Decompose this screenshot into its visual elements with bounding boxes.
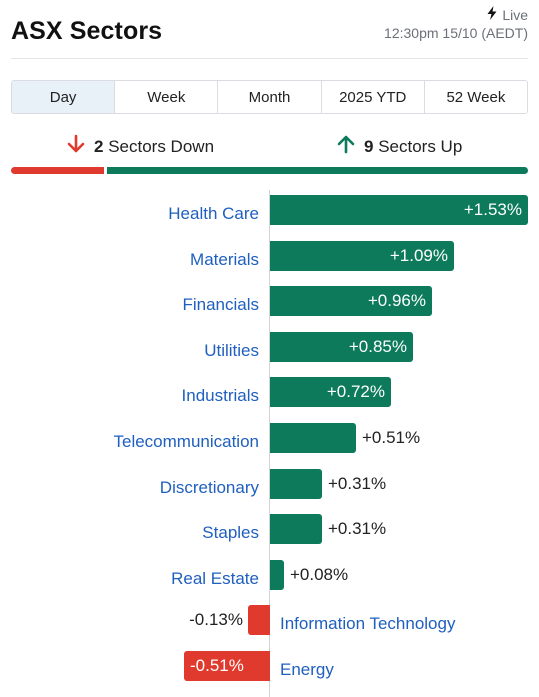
- tab-ytd[interactable]: 2025 YTD: [321, 81, 425, 113]
- sector-row-telecommunication: Telecommunication +0.51%: [0, 423, 539, 453]
- sector-row-staples: Staples +0.31%: [0, 514, 539, 544]
- sector-label-discretionary[interactable]: Discretionary: [159, 478, 259, 497]
- sector-bar-real-estate: [270, 560, 284, 590]
- sector-row-industrials: Industrials +0.72%: [0, 377, 539, 407]
- sector-label-industrials[interactable]: Industrials: [181, 386, 259, 405]
- sector-bar-financials: [270, 286, 432, 316]
- sector-row-real-estate: Real Estate +0.08%: [0, 560, 539, 590]
- sectors-up-summary: 9 Sectors Up: [336, 134, 462, 159]
- header-divider: [11, 58, 528, 59]
- zero-axis: [269, 190, 270, 697]
- period-tabs: Day Week Month 2025 YTD 52 Week: [11, 80, 528, 114]
- tab-month[interactable]: Month: [218, 81, 322, 113]
- sector-bar-materials: [270, 241, 454, 271]
- sector-label-materials[interactable]: Materials: [190, 250, 259, 269]
- sector-label-financials[interactable]: Financials: [182, 295, 259, 314]
- sector-label-information-technology[interactable]: Information Technology: [280, 614, 456, 633]
- sector-bar-discretionary: [270, 469, 322, 499]
- timestamp: 12:30pm 15/10 (AEDT): [384, 25, 528, 41]
- tab-52-week[interactable]: 52 Week: [424, 81, 527, 113]
- sector-value-health-care: +1.53%: [463, 200, 522, 219]
- live-indicator: Live: [486, 6, 528, 23]
- sectors-down-count: 2: [94, 136, 104, 156]
- sector-value-energy: -0.51%: [190, 656, 244, 675]
- sectors-up-count: 9: [364, 136, 374, 156]
- sector-row-discretionary: Discretionary +0.31%: [0, 469, 539, 499]
- live-label: Live: [502, 6, 528, 23]
- page-title: ASX Sectors: [11, 17, 163, 45]
- sector-bar-staples: [270, 514, 322, 544]
- sector-value-discretionary: +0.31%: [328, 474, 387, 493]
- sector-value-utilities: +0.85%: [348, 337, 407, 356]
- tab-week[interactable]: Week: [115, 81, 219, 113]
- sector-bar-energy: [184, 651, 270, 681]
- arrow-up-icon: [336, 134, 356, 159]
- sector-value-industrials: +0.72%: [326, 382, 385, 401]
- sector-label-utilities[interactable]: Utilities: [204, 341, 259, 360]
- sectors-down-text: Sectors Down: [108, 136, 215, 156]
- sector-bar-utilities: [270, 332, 413, 362]
- sector-label-staples[interactable]: Staples: [202, 523, 259, 542]
- sector-row-health-care: Health Care +1.53%: [0, 195, 539, 225]
- sector-bar-health-care: [270, 195, 528, 225]
- sector-row-financials: Financials +0.96%: [0, 286, 539, 316]
- sector-label-health-care[interactable]: Health Care: [168, 204, 259, 223]
- lightning-icon: [486, 6, 498, 23]
- sector-value-financials: +0.96%: [367, 291, 426, 310]
- sector-bar-telecommunication: [270, 423, 356, 453]
- sector-label-energy[interactable]: Energy: [280, 660, 334, 679]
- sector-row-information-technology: Information Technology -0.13%: [0, 605, 539, 635]
- sector-label-telecommunication[interactable]: Telecommunication: [113, 432, 259, 451]
- sector-bar-industrials: [270, 377, 391, 407]
- sector-label-real-estate[interactable]: Real Estate: [171, 569, 259, 588]
- sector-value-telecommunication: +0.51%: [362, 428, 421, 447]
- sector-value-staples: +0.31%: [328, 519, 387, 538]
- sectors-down-summary: 2 Sectors Down: [66, 134, 214, 159]
- sector-row-materials: Materials +1.09%: [0, 241, 539, 271]
- down-ratio-segment: [11, 167, 104, 174]
- sector-value-materials: +1.09%: [389, 246, 448, 265]
- sector-row-utilities: Utilities +0.85%: [0, 332, 539, 362]
- sector-bar-information-technology: [248, 605, 270, 635]
- tab-day[interactable]: Day: [12, 81, 116, 113]
- arrow-down-icon: [66, 134, 86, 159]
- up-down-ratio-bar: [11, 167, 528, 174]
- sector-value-information-technology: -0.13%: [189, 610, 243, 629]
- sector-row-energy: Energy -0.51%: [0, 651, 539, 681]
- up-ratio-segment: [107, 167, 528, 174]
- sector-value-real-estate: +0.08%: [290, 565, 349, 584]
- sectors-up-text: Sectors Up: [378, 136, 463, 156]
